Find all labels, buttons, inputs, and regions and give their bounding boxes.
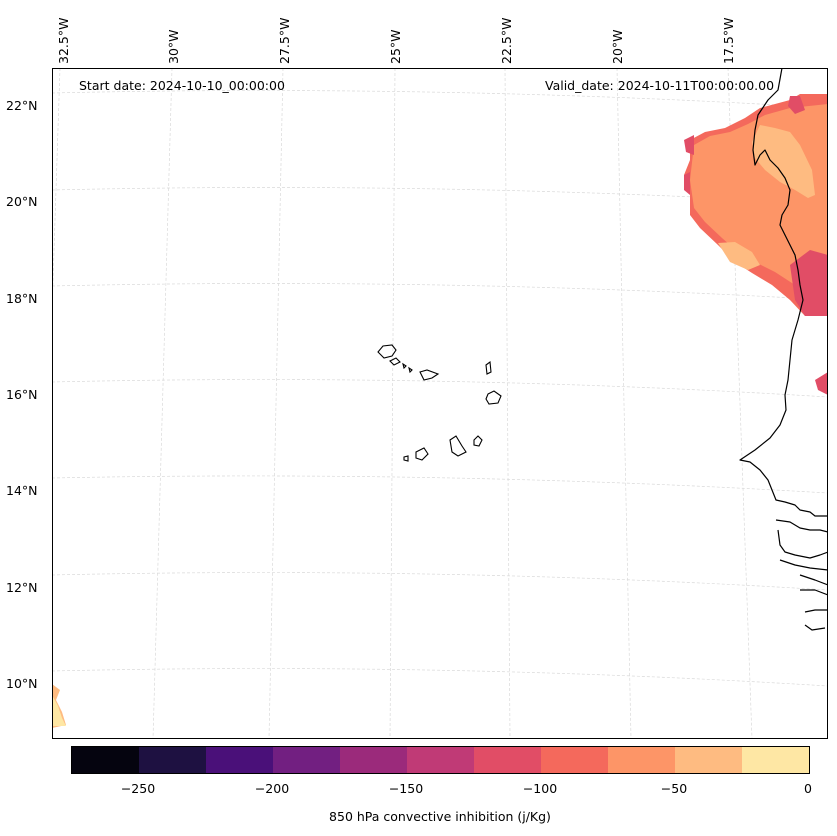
colorbar-tick: −50 bbox=[660, 781, 688, 796]
colorbar-segment bbox=[742, 747, 809, 773]
colorbar-segment bbox=[675, 747, 742, 773]
valid-date: Valid_date: 2024-10-11T00:00:00.00 bbox=[545, 78, 775, 93]
lon-label: 20°W bbox=[610, 29, 625, 64]
colorbar-segment bbox=[541, 747, 608, 773]
lon-label: 32.5°W bbox=[56, 17, 71, 64]
lat-label: 16°N bbox=[6, 387, 38, 402]
colorbar-tick: −250 bbox=[120, 781, 156, 796]
colorbar-label: 850 hPa convective inhibition (j/Kg) bbox=[329, 809, 551, 824]
colorbar-segment bbox=[407, 747, 474, 773]
colorbar-tick: −200 bbox=[254, 781, 290, 796]
cin-contour-region bbox=[684, 94, 828, 395]
colorbar-segment bbox=[273, 747, 340, 773]
lon-label: 25°W bbox=[388, 29, 403, 64]
colorbar-segment bbox=[474, 747, 541, 773]
cape-verde-islands bbox=[377, 344, 502, 462]
lat-label: 22°N bbox=[6, 98, 38, 113]
colorbar-tick: −150 bbox=[388, 781, 424, 796]
colorbar-segment bbox=[139, 747, 206, 773]
colorbar-tick: −100 bbox=[522, 781, 558, 796]
coastline bbox=[739, 68, 828, 631]
lat-label: 14°N bbox=[6, 483, 38, 498]
start-date: Start date: 2024-10-10_00:00:00 bbox=[79, 78, 285, 93]
colorbar-segment bbox=[72, 747, 139, 773]
lon-label: 27.5°W bbox=[277, 17, 292, 64]
lat-label: 12°N bbox=[6, 580, 38, 595]
colorbar-segment bbox=[206, 747, 273, 773]
lat-label: 20°N bbox=[6, 194, 38, 209]
lat-label: 10°N bbox=[6, 676, 38, 691]
colorbar-segment bbox=[340, 747, 407, 773]
lon-label: 22.5°W bbox=[499, 17, 514, 64]
lon-label: 17.5°W bbox=[721, 17, 736, 64]
lat-label: 18°N bbox=[6, 291, 38, 306]
colorbar bbox=[71, 746, 810, 774]
map-panel bbox=[52, 68, 828, 739]
colorbar-segment bbox=[608, 747, 675, 773]
colorbar-tick: 0 bbox=[804, 781, 812, 796]
cin-contour-region bbox=[52, 684, 66, 728]
lon-label: 30°W bbox=[166, 29, 181, 64]
